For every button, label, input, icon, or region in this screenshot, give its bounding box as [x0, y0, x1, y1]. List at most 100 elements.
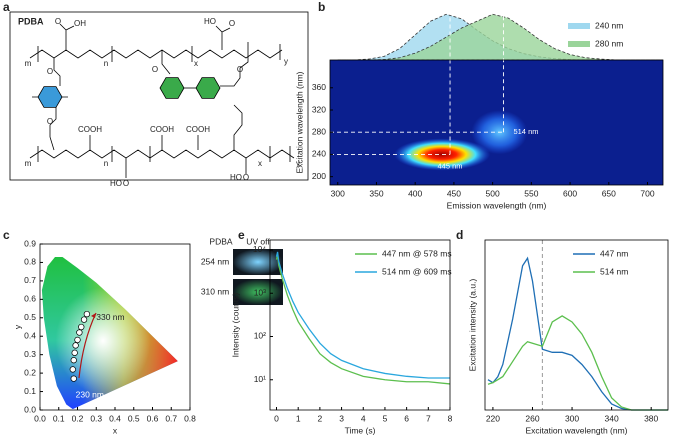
structure-label: HO	[230, 173, 242, 182]
x-tick-label: 700	[640, 188, 654, 198]
point	[69, 366, 76, 373]
x-tick-label: 600	[563, 188, 577, 198]
inset-row-label: 254 nm	[201, 256, 229, 266]
x-tick-label: 2	[318, 413, 323, 423]
series-line	[275, 251, 450, 379]
panel-label: e	[238, 228, 245, 242]
structure-label: x	[194, 59, 198, 68]
panel-label: a	[3, 0, 10, 14]
x-tick-label: 260	[525, 413, 539, 423]
structure-bonds	[29, 23, 295, 178]
series-line	[275, 254, 451, 385]
legend-swatch	[568, 23, 590, 29]
point	[78, 323, 85, 331]
structure-label: HO	[110, 179, 122, 188]
y-axis-label: Excitation wavelength (nm)	[294, 71, 304, 173]
structure-label: O	[229, 19, 235, 28]
structure-frame	[9, 11, 309, 181]
y-tick-label: 240	[312, 149, 326, 159]
point	[76, 329, 83, 336]
y-tick-label: 0.7	[24, 275, 36, 285]
y-tick-label: 10³	[254, 287, 266, 297]
structure-label: HO	[204, 17, 216, 26]
panel-label: d	[456, 228, 463, 242]
y-tick-label: 0.1	[24, 386, 36, 396]
x-tick-label: 650	[602, 188, 616, 198]
structure-label: O	[123, 179, 129, 188]
x-axis-label: Emission wavelength (nm)	[447, 200, 547, 210]
y-tick-label: 0.5	[24, 312, 36, 322]
structure-label: n	[104, 159, 108, 168]
inset-photo	[233, 279, 283, 305]
x-tick-label: 0.8	[184, 413, 196, 423]
structure-label: COOH	[186, 125, 210, 134]
cie-diagram	[41, 257, 178, 410]
structure-label: y	[296, 159, 300, 168]
x-tick-label: 550	[524, 188, 538, 198]
series-line	[487, 315, 668, 411]
structure-label: OH	[74, 19, 86, 28]
x-tick-label: 0.5	[128, 413, 140, 423]
x-tick-label: 0.6	[147, 413, 159, 423]
x-tick-label: 0.7	[165, 413, 177, 423]
point	[80, 316, 88, 323]
annotation-label: 445 nm	[438, 161, 463, 170]
y-tick-label: 280	[312, 126, 326, 136]
structure-label: y	[284, 57, 288, 66]
plot-frame	[329, 59, 664, 186]
x-tick-label: 4	[361, 413, 366, 423]
point	[83, 310, 91, 318]
point	[70, 375, 77, 382]
legend-swatch	[568, 41, 590, 47]
x-tick-label: 380	[644, 413, 658, 423]
legend-label: 514 nm	[600, 266, 628, 276]
benzene-ring	[159, 77, 185, 99]
structure-label: O	[55, 17, 61, 26]
x-tick-label: 6	[404, 413, 409, 423]
structure-label: O	[47, 117, 53, 126]
y-tick-label: 360	[312, 82, 326, 92]
inset-title: PDBA	[209, 236, 232, 246]
y-tick-label: 0.8	[24, 257, 36, 267]
y-tick-label: 0.6	[24, 294, 36, 304]
structure-label: x	[258, 159, 262, 168]
panel-label: b	[318, 0, 325, 14]
structure-label: n	[104, 59, 108, 68]
x-tick-label: 1	[296, 413, 301, 423]
x-tick-label: 0.0	[34, 413, 46, 423]
inset-row-label: 310 nm	[201, 286, 229, 296]
structure-label: O	[47, 67, 53, 76]
structure-label: COOH	[78, 125, 102, 134]
x-tick-label: 5	[383, 413, 388, 423]
x-tick-label: 0.1	[53, 413, 65, 423]
y-axis-label: y	[12, 324, 22, 329]
point	[72, 342, 79, 349]
y-tick-label: 0.4	[24, 330, 36, 340]
x-tick-label: 350	[369, 188, 383, 198]
point	[70, 357, 77, 364]
inset-condition: UV off	[246, 236, 270, 246]
annotation-label: 230 nm	[76, 389, 104, 399]
y-tick-label: 10⁴	[253, 244, 266, 254]
y-tick-label: 0.9	[24, 238, 36, 248]
x-tick-label: 450	[447, 188, 461, 198]
y-tick-label: 0.3	[24, 349, 36, 359]
x-tick-label: 300	[565, 413, 579, 423]
y-tick-label: 0.2	[24, 367, 36, 377]
x-tick-label: 0.3	[90, 413, 102, 423]
x-axis-label: x	[113, 425, 118, 435]
legend-label: 447 nm	[600, 248, 628, 258]
x-tick-label: 220	[486, 413, 500, 423]
y-tick-label: 10¹	[254, 374, 266, 384]
x-tick-label: 3	[339, 413, 344, 423]
structure-title: PDBA	[18, 16, 44, 26]
x-axis-label: Excitation wavelength (nm)	[525, 425, 627, 435]
annotation-label: 330 nm	[96, 312, 124, 322]
panel-label: c	[3, 228, 10, 242]
x-tick-label: 340	[605, 413, 619, 423]
y-tick-label: 320	[312, 104, 326, 114]
legend-label: 514 nm @ 609 ms	[382, 266, 452, 276]
y-tick-label: 10²	[254, 331, 266, 341]
plot-frame	[269, 239, 451, 411]
y-tick-label: 200	[312, 171, 326, 181]
